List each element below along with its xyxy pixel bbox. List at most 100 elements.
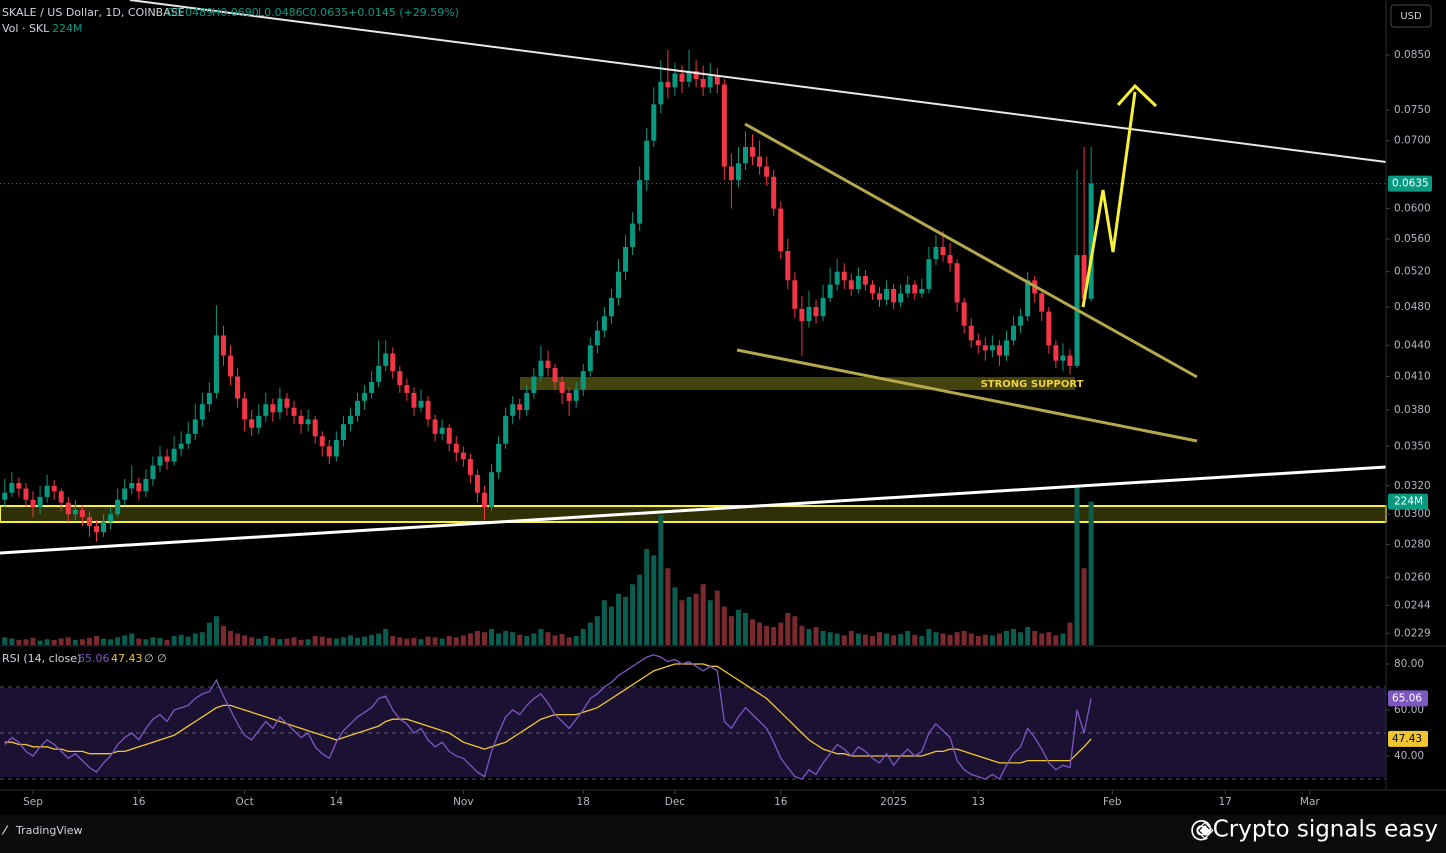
- x-tick-label: 14: [330, 796, 344, 808]
- volume-bar: [397, 637, 403, 645]
- volume-bar: [989, 635, 995, 645]
- candle-body: [517, 404, 523, 410]
- candle-body: [235, 376, 241, 399]
- volume-bar: [51, 639, 57, 645]
- candle-body: [905, 284, 911, 294]
- candle-body: [178, 443, 184, 449]
- volume-bar: [975, 636, 981, 645]
- candle-body: [192, 419, 198, 434]
- y-tick-label: 0.0440: [1394, 339, 1431, 351]
- volume-bar: [157, 637, 163, 645]
- y-tick-label: 0.0380: [1394, 404, 1431, 416]
- y-tick-label: 0.0750: [1394, 104, 1431, 116]
- x-tick-label: 2025: [880, 796, 907, 808]
- rsi-tick-label: 80.00: [1394, 658, 1424, 670]
- volume-bar: [270, 637, 276, 645]
- volume-bar: [72, 639, 78, 645]
- candle-body: [355, 400, 361, 416]
- volume-bar: [1025, 627, 1031, 645]
- candle-body: [841, 271, 847, 281]
- x-tick-label: Dec: [665, 796, 686, 808]
- volume-bar: [213, 616, 219, 645]
- brand: TradingView: [15, 824, 82, 837]
- watermark-icon: ◈: [1196, 817, 1214, 843]
- volume-bar: [65, 637, 71, 645]
- candle-body: [658, 81, 664, 105]
- candle-body: [199, 404, 205, 420]
- volume-bar: [432, 637, 438, 645]
- candle-body: [573, 389, 579, 401]
- candle-body: [594, 330, 600, 346]
- volume-bar: [150, 637, 156, 645]
- candle-body: [347, 415, 353, 425]
- volume-bar: [108, 639, 114, 645]
- volume-bar: [2, 637, 8, 645]
- volume-title: Vol · SKL: [2, 22, 50, 35]
- candle-body: [764, 166, 770, 177]
- candle-body: [86, 517, 92, 527]
- x-tick-label: Feb: [1103, 796, 1122, 808]
- volume-bar: [1003, 630, 1009, 645]
- volume-bar: [347, 635, 353, 645]
- volume-bar: [503, 630, 509, 645]
- currency[interactable]: USD: [1400, 11, 1422, 22]
- candle-body: [312, 419, 318, 437]
- volume-bar: [707, 600, 713, 645]
- volume-bar: [905, 630, 911, 645]
- volume-bar: [806, 629, 812, 645]
- volume-bar: [573, 636, 579, 645]
- candle-body: [601, 316, 607, 331]
- currency-button[interactable]: [1390, 4, 1432, 28]
- candle-body: [919, 288, 925, 294]
- volume-bar: [446, 636, 452, 645]
- volume-tag: [1388, 493, 1428, 510]
- candle-body: [792, 280, 798, 309]
- logo-mark: ⁄: [1, 824, 9, 838]
- candle-body: [220, 335, 226, 356]
- candle-body: [150, 465, 156, 479]
- drawings: STRONG SUPPORT: [0, 0, 1446, 791]
- volume-bar: [559, 634, 565, 645]
- footer-bar: [0, 815, 1446, 853]
- volume-bar: [757, 622, 763, 645]
- volume-bar: [996, 633, 1002, 645]
- candle-body: [411, 392, 417, 408]
- volume-bar: [566, 637, 572, 645]
- candle-body: [404, 385, 410, 393]
- candle-body: [446, 427, 452, 444]
- candle-body: [489, 472, 495, 507]
- volume-bar: [362, 636, 368, 645]
- volume-bar: [1018, 632, 1024, 645]
- x-tick-label: 13: [972, 796, 985, 808]
- volume-bar: [1088, 501, 1094, 645]
- candle-body: [1046, 311, 1052, 346]
- volume-bar: [94, 636, 100, 645]
- candle-body: [277, 398, 283, 413]
- candle-body: [961, 302, 967, 326]
- y-tick-label: 0.0280: [1394, 539, 1431, 551]
- volume-bar: [594, 616, 600, 645]
- rsi-title: RSI (14, close): [2, 652, 81, 665]
- candle-body: [813, 306, 819, 317]
- volume-bar: [1081, 568, 1087, 645]
- volume-value: 224M: [52, 22, 83, 35]
- y-tick-label: 0.0700: [1394, 135, 1431, 147]
- candle-body: [467, 459, 473, 475]
- candle-body: [587, 345, 593, 372]
- volume-bar: [848, 630, 854, 645]
- last-price-tag: [1388, 175, 1432, 192]
- candle-body: [510, 404, 516, 416]
- last-price-label: 0.0635: [1392, 178, 1429, 190]
- candle-body: [263, 404, 269, 416]
- candle-body: [242, 398, 248, 420]
- candle-body: [700, 79, 706, 88]
- y-tick-label: 0.0350: [1394, 440, 1431, 452]
- volume-bar: [785, 613, 791, 645]
- candle-body: [256, 415, 262, 428]
- y-tick-label: 0.0229: [1394, 627, 1431, 639]
- candle-body: [926, 259, 932, 289]
- volume-bar: [630, 584, 636, 645]
- candle-body: [750, 146, 756, 157]
- candle-body: [143, 478, 149, 492]
